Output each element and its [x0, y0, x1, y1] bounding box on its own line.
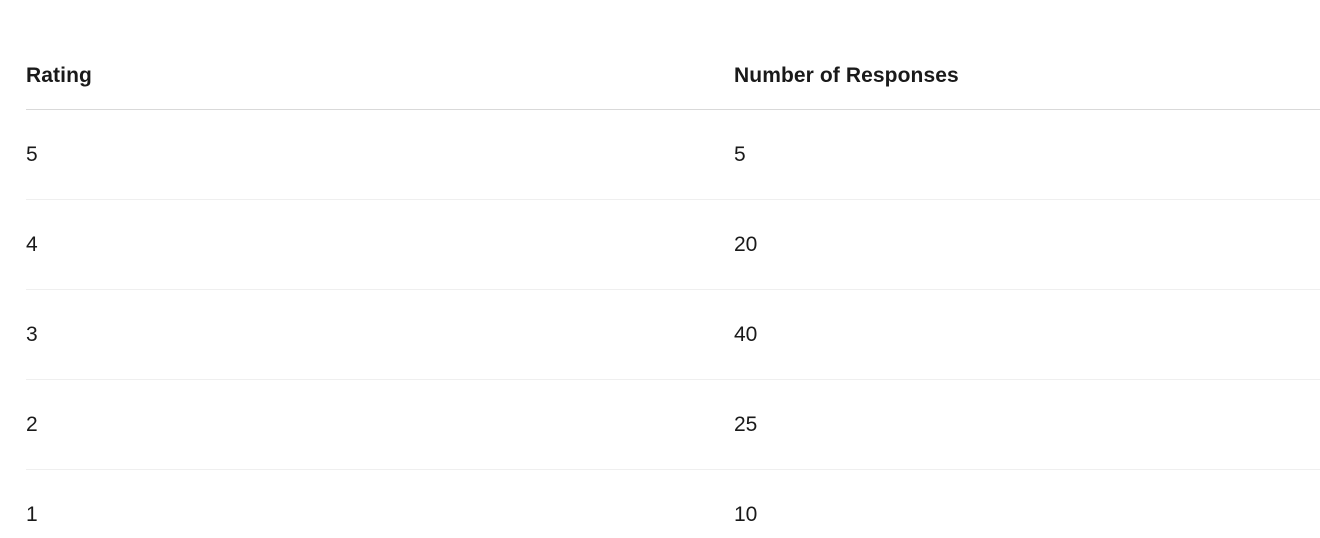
table-row: 5 5 — [26, 109, 1320, 200]
table-row: 3 40 — [26, 289, 1320, 380]
ratings-table: Rating Number of Responses 5 5 4 20 3 40… — [26, 0, 1320, 538]
rating-cell: 4 — [26, 199, 734, 290]
rating-cell: 3 — [26, 289, 734, 380]
ratings-table-container: Rating Number of Responses 5 5 4 20 3 40… — [26, 0, 1320, 538]
rating-cell: 1 — [26, 502, 38, 526]
column-header-rating: Rating — [26, 0, 734, 110]
table-row: 1 10 — [26, 470, 1320, 538]
column-header-responses: Number of Responses — [734, 0, 1320, 110]
responses-cell: 20 — [734, 199, 1320, 290]
rating-cell: 5 — [26, 109, 734, 200]
table-row: 4 20 — [26, 199, 1320, 290]
responses-cell: 5 — [734, 109, 1320, 200]
responses-cell: 40 — [734, 289, 1320, 380]
responses-cell: 10 — [734, 502, 758, 526]
rating-cell: 2 — [26, 379, 734, 470]
responses-cell: 25 — [734, 379, 1320, 470]
table-row: 2 25 — [26, 379, 1320, 470]
table-header-row: Rating Number of Responses — [26, 0, 1320, 110]
